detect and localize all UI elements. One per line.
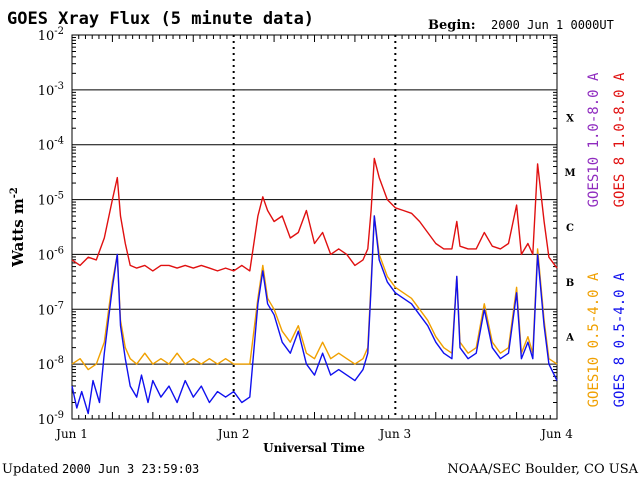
plot-frame <box>71 34 558 420</box>
y-tick-label: 10-8 <box>38 355 64 373</box>
legend-item: GOES10 0.5-4.0 A <box>586 272 602 407</box>
flare-class-label: M <box>564 168 575 179</box>
legend-item: GOES 8 1.0-8.0 A <box>612 72 628 207</box>
legend-item: GOES10 1.0-8.0 A <box>586 72 602 207</box>
chart-title: GOES Xray Flux (5 minute data) <box>7 9 314 29</box>
y-ticks: 10-2 10-3 10-4 10-5 10-6 10-7 10-8 10-9 <box>38 26 557 428</box>
x-tick-label: Jun 2 <box>216 427 250 441</box>
grid-lines <box>72 89 557 365</box>
series-line <box>71 215 558 371</box>
y-tick-label: 10-6 <box>38 245 64 263</box>
updated-value: 2000 Jun 3 23:59:03 <box>62 462 199 476</box>
y-tick-label: 10-5 <box>38 191 64 209</box>
legend-item: GOES 8 0.5-4.0 A <box>612 272 628 407</box>
flare-class-label: X <box>566 113 574 124</box>
legend-label: GOES10 0.5-4.0 A <box>586 272 602 407</box>
y-label-text: Watts m <box>9 198 27 268</box>
svg-text:Watts m-2: Watts m-2 <box>9 187 27 268</box>
credit-text: NOAA/SEC Boulder, CO USA <box>447 462 638 477</box>
begin-label: Begin: <box>428 18 476 33</box>
legend-label: GOES 8 0.5-4.0 A <box>612 272 628 407</box>
y-axis-label: Watts m-2 <box>9 187 27 268</box>
legend-label: GOES 8 1.0-8.0 A <box>612 72 628 207</box>
y-tick-label: 10-4 <box>38 136 64 154</box>
flare-class-label: C <box>566 223 574 234</box>
x-axis-label: Universal Time <box>263 441 365 455</box>
y-tick-label: 10-7 <box>38 300 64 318</box>
x-ticks: Jun 1 Jun 2 Jun 3 Jun 4 <box>54 35 573 441</box>
day-dividers <box>232 35 397 419</box>
updated-label: Updated <box>2 462 59 477</box>
y-tick-label: 10-9 <box>38 410 64 428</box>
flare-class-labels: X M C B A <box>564 113 575 343</box>
y-tick-label: 10-2 <box>38 26 64 44</box>
begin-value: 2000 Jun 1 0000UT <box>491 18 614 32</box>
y-label-exponent: -2 <box>9 187 20 198</box>
series-line <box>71 157 558 272</box>
legend: GOES10 1.0-8.0 A GOES 8 1.0-8.0 A GOES10 0… <box>586 72 628 407</box>
x-tick-label: Jun 1 <box>54 427 88 441</box>
flare-class-label: B <box>566 278 574 289</box>
x-tick-label: Jun 3 <box>377 427 411 441</box>
series-line <box>71 215 558 415</box>
flare-class-label: A <box>565 333 574 344</box>
legend-label: GOES10 1.0-8.0 A <box>586 72 602 207</box>
series-lines <box>71 157 558 415</box>
x-tick-label: Jun 4 <box>539 427 573 441</box>
y-tick-label: 10-3 <box>38 81 64 99</box>
